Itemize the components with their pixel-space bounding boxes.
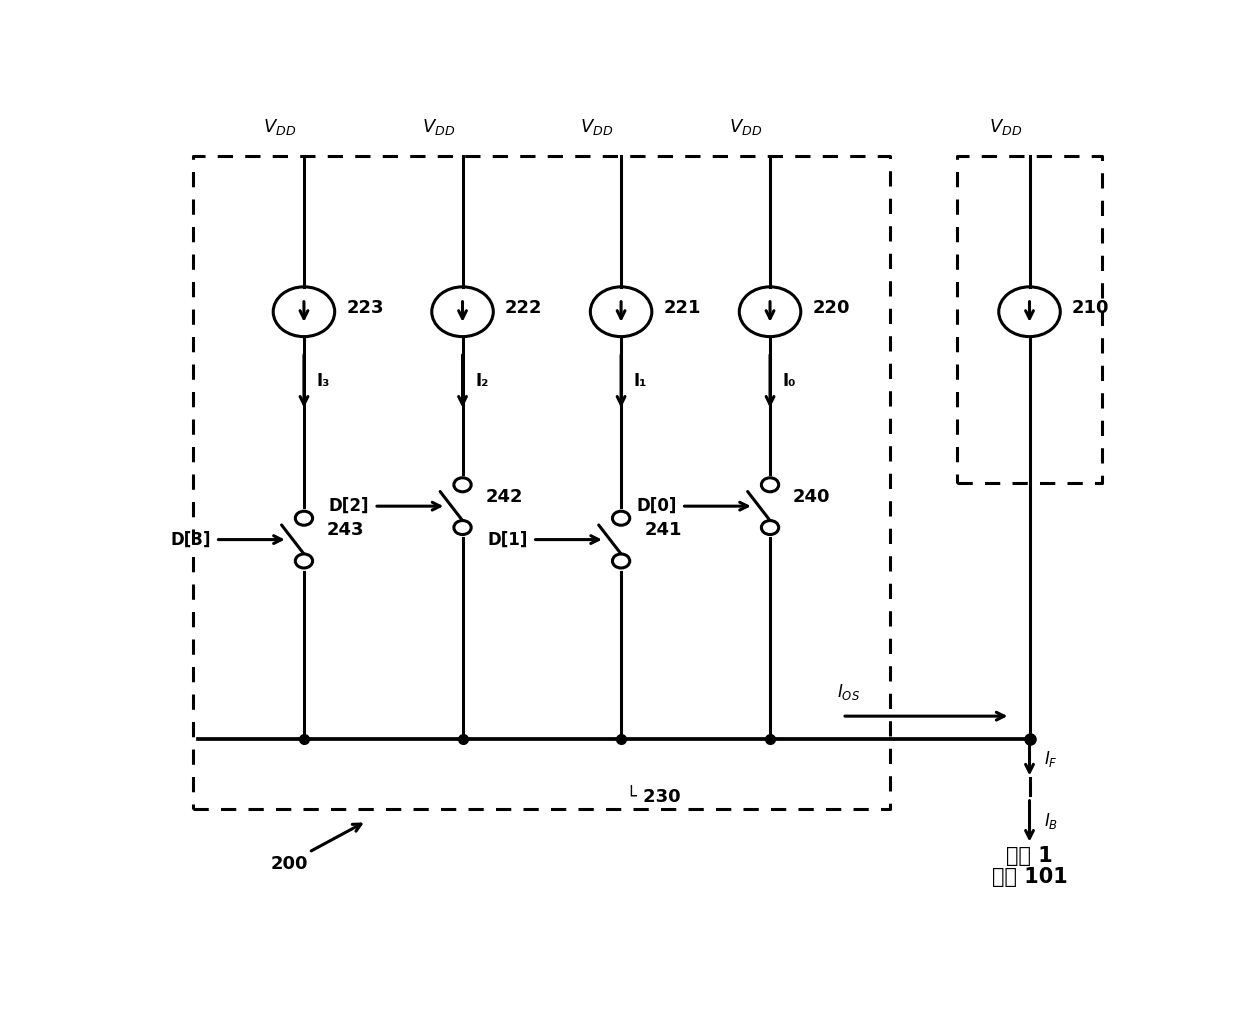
Text: $V_{DD}$: $V_{DD}$: [422, 116, 455, 136]
Text: 242: 242: [486, 488, 523, 506]
Text: 223: 223: [346, 299, 383, 317]
Text: 220: 220: [812, 299, 849, 317]
Text: 222: 222: [505, 299, 542, 317]
Text: $V_{DD}$: $V_{DD}$: [580, 116, 614, 136]
Text: D[0]: D[0]: [636, 497, 677, 515]
Text: 240: 240: [794, 488, 831, 506]
Text: 221: 221: [663, 299, 701, 317]
Text: 200: 200: [270, 854, 308, 873]
Text: 节点 101: 节点 101: [992, 868, 1068, 887]
Text: 至图 1: 至图 1: [1006, 846, 1053, 867]
Text: I₀: I₀: [782, 373, 796, 390]
Text: D[1]: D[1]: [487, 530, 528, 548]
Text: $V_{DD}$: $V_{DD}$: [729, 116, 763, 136]
Text: I₃: I₃: [316, 373, 330, 390]
Text: 210: 210: [1071, 299, 1110, 317]
Text: I₁: I₁: [634, 373, 647, 390]
Circle shape: [761, 478, 779, 492]
Circle shape: [454, 478, 471, 492]
Circle shape: [613, 554, 630, 568]
Circle shape: [761, 520, 779, 534]
Text: I₂: I₂: [475, 373, 489, 390]
Circle shape: [454, 520, 471, 534]
Text: 243: 243: [327, 521, 365, 539]
Text: D[3]: D[3]: [170, 530, 211, 548]
Text: $V_{DD}$: $V_{DD}$: [990, 116, 1022, 136]
Text: $I_{OS}$: $I_{OS}$: [837, 682, 861, 702]
Text: D[2]: D[2]: [329, 497, 370, 515]
Text: $V_{DD}$: $V_{DD}$: [263, 116, 296, 136]
Circle shape: [613, 511, 630, 525]
Text: $I_B$: $I_B$: [1044, 811, 1058, 831]
Circle shape: [295, 511, 312, 525]
Circle shape: [295, 554, 312, 568]
Text: 241: 241: [644, 521, 682, 539]
Text: └ 230: └ 230: [626, 789, 681, 806]
Text: $I_F$: $I_F$: [1044, 748, 1058, 769]
